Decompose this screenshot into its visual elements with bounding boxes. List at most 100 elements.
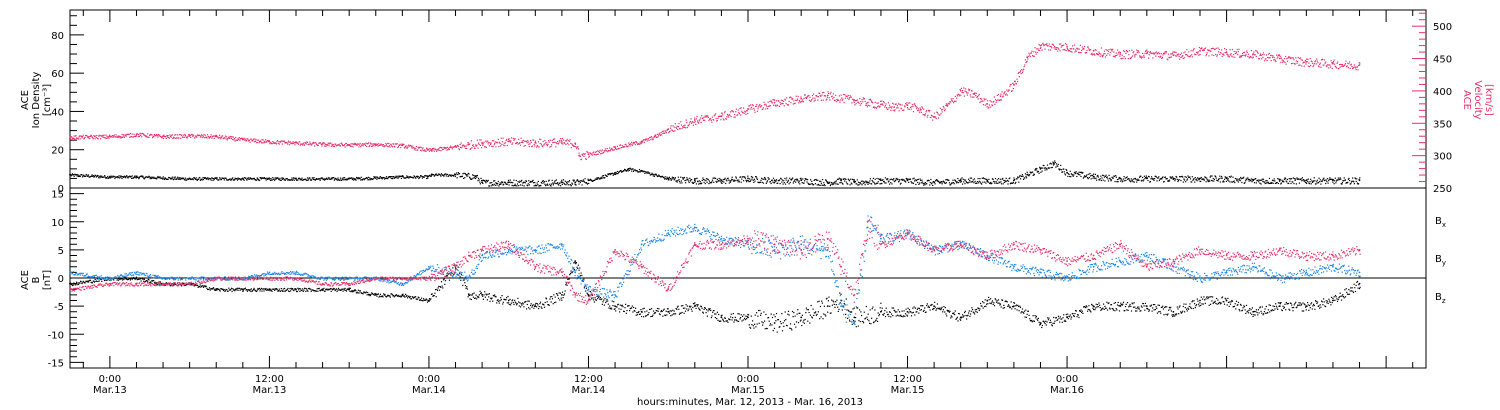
data-point xyxy=(1152,178,1154,180)
data-point xyxy=(203,285,205,287)
data-point xyxy=(182,136,184,138)
data-point xyxy=(987,181,989,183)
data-point xyxy=(445,173,447,175)
data-point xyxy=(188,134,191,137)
data-point xyxy=(704,179,706,181)
data-point xyxy=(642,139,644,142)
data-point xyxy=(533,139,535,141)
data-point xyxy=(216,289,218,291)
data-point xyxy=(119,177,121,179)
data-point xyxy=(850,96,852,98)
data-point xyxy=(1170,177,1172,179)
data-point xyxy=(1167,180,1169,182)
data-point xyxy=(311,289,313,291)
data-point xyxy=(813,100,815,102)
data-point xyxy=(944,110,946,112)
data-point xyxy=(524,144,526,147)
data-point xyxy=(604,177,606,179)
data-point xyxy=(143,178,145,180)
data-point xyxy=(1249,178,1251,181)
data-point xyxy=(74,173,76,175)
data-point xyxy=(978,95,980,97)
data-point xyxy=(268,178,270,180)
data-point xyxy=(1350,64,1352,66)
data-point xyxy=(463,146,465,148)
data-point xyxy=(355,290,357,292)
data-point xyxy=(498,141,501,143)
data-point xyxy=(683,176,685,179)
data-point xyxy=(694,117,696,119)
data-point xyxy=(1356,178,1358,180)
data-point xyxy=(270,142,272,144)
data-point xyxy=(207,134,209,136)
data-point xyxy=(1288,178,1290,180)
top-right-tick-label: 500 xyxy=(1433,22,1452,33)
data-point xyxy=(501,182,504,184)
data-point xyxy=(542,145,544,147)
data-point xyxy=(236,139,239,141)
data-point xyxy=(236,287,238,289)
data-point xyxy=(268,140,271,143)
data-point xyxy=(875,183,877,185)
data-point xyxy=(1303,65,1305,67)
data-point xyxy=(1329,177,1331,179)
data-point xyxy=(828,182,830,184)
data-point xyxy=(1085,52,1087,54)
data-point xyxy=(640,170,642,172)
data-point xyxy=(847,183,849,185)
data-point xyxy=(405,145,407,147)
data-point xyxy=(860,101,862,103)
data-point xyxy=(890,182,892,184)
data-point xyxy=(695,183,697,185)
data-point xyxy=(985,178,988,180)
data-point xyxy=(816,95,818,97)
data-point xyxy=(1202,49,1204,52)
data-point xyxy=(784,177,786,180)
data-point xyxy=(422,147,424,149)
data-point xyxy=(694,181,696,183)
data-point xyxy=(330,177,332,179)
data-point xyxy=(1188,176,1190,178)
data-point xyxy=(254,290,256,292)
data-point xyxy=(553,141,555,143)
data-point xyxy=(777,182,779,184)
data-point xyxy=(638,171,640,173)
data-point xyxy=(345,143,347,145)
data-point xyxy=(120,137,122,139)
data-point xyxy=(1349,61,1351,63)
data-point xyxy=(244,138,246,140)
data-point xyxy=(1164,176,1166,178)
data-point xyxy=(1307,178,1309,180)
data-point xyxy=(935,179,937,181)
data-point xyxy=(875,107,877,109)
data-point xyxy=(279,177,281,179)
data-point xyxy=(825,99,827,101)
data-point xyxy=(184,134,187,137)
data-point xyxy=(1267,181,1269,183)
data-point xyxy=(196,179,198,181)
data-point xyxy=(1036,48,1038,50)
data-point xyxy=(260,140,262,143)
data-point xyxy=(157,176,160,178)
data-point xyxy=(658,175,660,177)
data-point xyxy=(686,122,688,124)
data-point xyxy=(386,145,388,147)
data-point xyxy=(842,183,844,185)
data-point xyxy=(1313,63,1315,65)
data-point xyxy=(310,288,312,290)
data-point xyxy=(440,173,443,175)
data-point xyxy=(250,288,252,290)
data-point xyxy=(524,182,526,184)
data-point xyxy=(811,183,813,185)
data-point xyxy=(651,137,653,139)
data-point xyxy=(239,178,241,180)
data-point xyxy=(959,89,961,91)
data-point xyxy=(1233,181,1235,183)
data-point xyxy=(293,142,295,144)
data-point xyxy=(131,177,133,179)
data-point xyxy=(892,102,894,104)
data-point xyxy=(113,134,115,136)
data-point xyxy=(354,178,356,180)
data-point xyxy=(324,178,326,180)
data-point xyxy=(1285,178,1287,180)
